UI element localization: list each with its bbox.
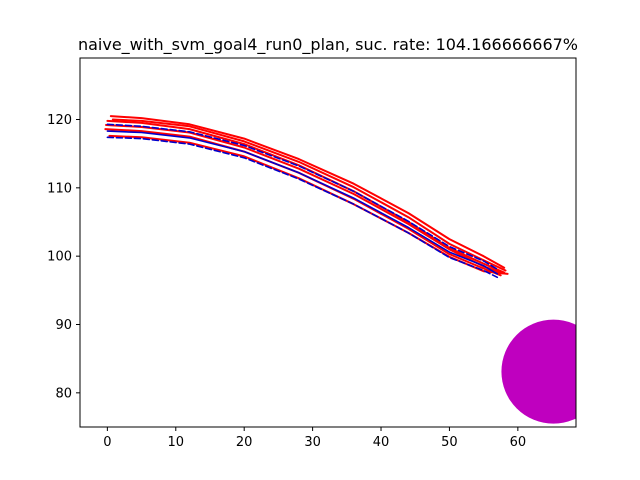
y-tick-label: 80 (55, 386, 72, 401)
planned-trajectory-7 (106, 123, 499, 271)
x-tick-label: 30 (304, 435, 321, 450)
y-tick-label: 120 (47, 113, 72, 128)
x-tick-label: 40 (373, 435, 390, 450)
y-tick-label: 90 (55, 318, 72, 333)
planned-trajectory-8 (106, 136, 499, 279)
executed-trajectory-1 (109, 115, 506, 269)
executed-trajectory-2 (104, 128, 502, 277)
x-tick-label: 0 (103, 435, 111, 450)
x-tick-label: 10 (168, 435, 185, 450)
executed-trajectory-5 (111, 118, 507, 272)
goal-region (501, 319, 576, 424)
x-tick-label: 60 (510, 435, 527, 450)
x-tick-label: 20 (236, 435, 253, 450)
chart-title: naive_with_svm_goal4_run0_plan, suc. rat… (78, 35, 578, 55)
y-tick-label: 110 (47, 181, 72, 196)
planned-trajectory-6 (106, 130, 499, 275)
plot-frame (79, 57, 577, 428)
x-tick-label: 50 (441, 435, 458, 450)
y-tick-label: 100 (47, 250, 72, 265)
